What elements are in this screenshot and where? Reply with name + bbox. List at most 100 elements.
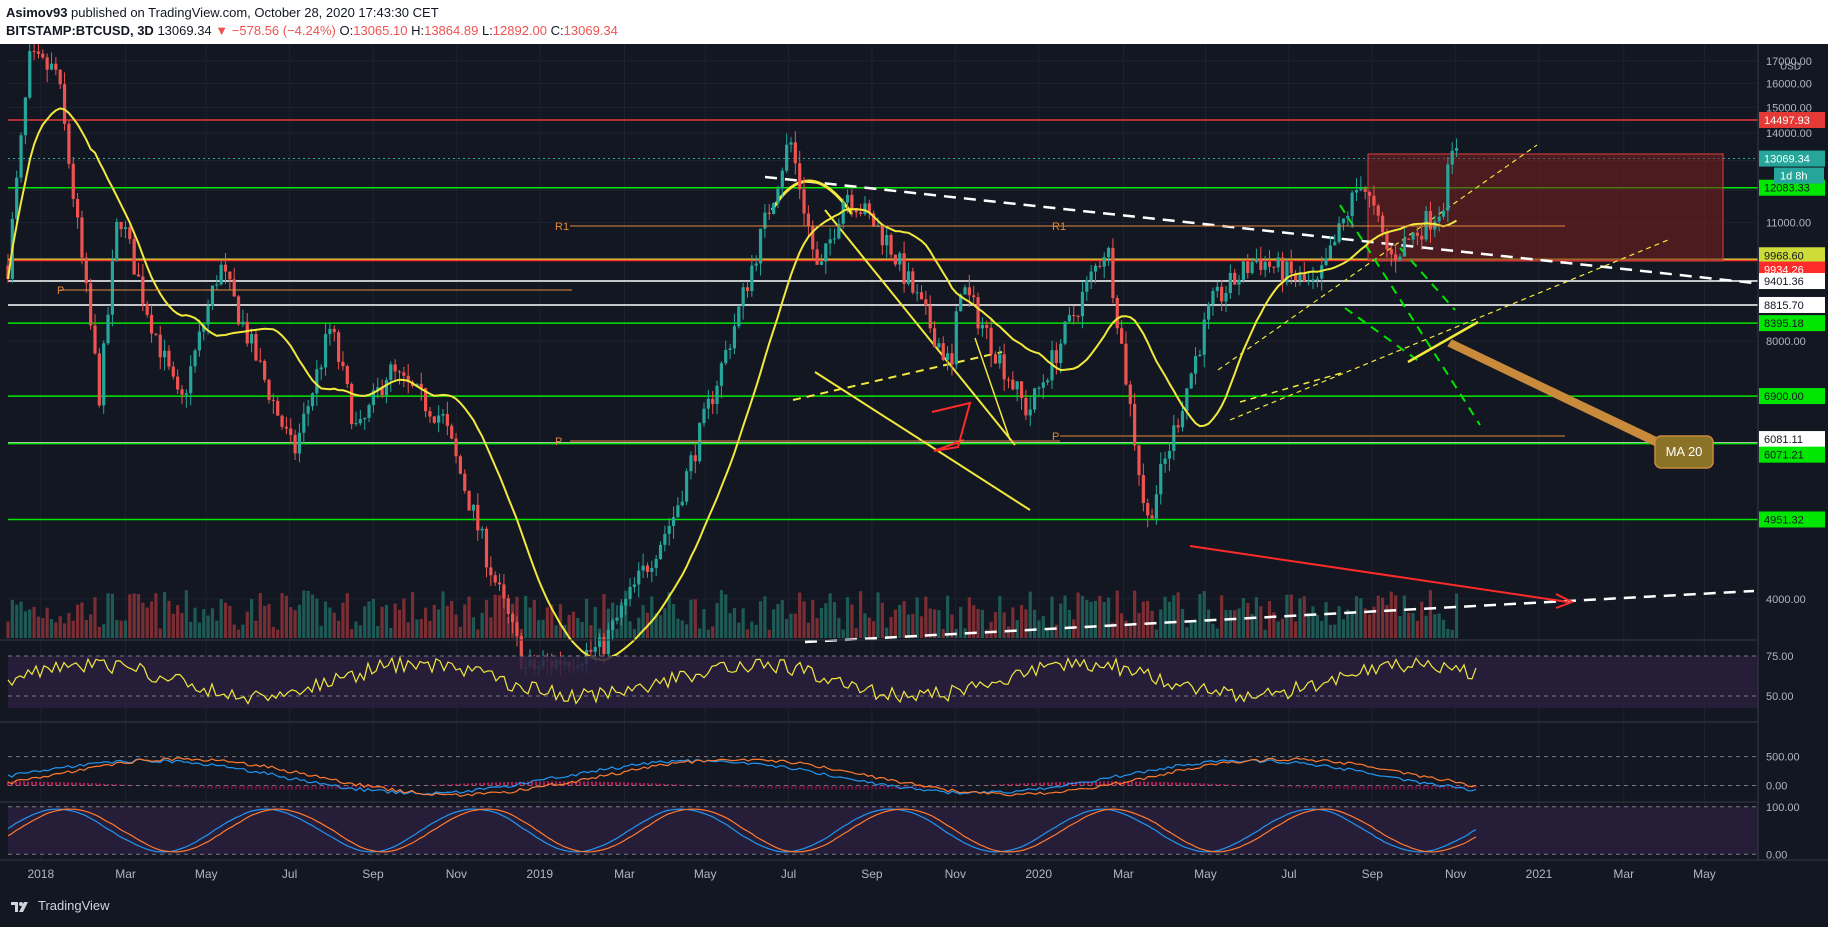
ma-callout-box[interactable] [1654, 435, 1714, 469]
wedge-upper [824, 209, 1016, 446]
candle-body [658, 544, 663, 559]
level-price-label: 8395.18 [1764, 318, 1804, 330]
candle-body [1098, 265, 1102, 267]
candle-body [637, 570, 641, 585]
candle-body [184, 393, 188, 395]
candle-body [241, 321, 245, 325]
volume-bar [1220, 595, 1224, 638]
volume-bar [872, 621, 876, 638]
candle-body [1072, 314, 1076, 316]
volume-bar [1063, 595, 1067, 638]
close-label: C: [550, 23, 564, 38]
volume-bar [136, 593, 141, 638]
volume-bar [593, 606, 597, 638]
candle-body [19, 135, 23, 178]
volume-bar [1415, 620, 1419, 638]
volume-bar [502, 591, 506, 638]
volume-bar [571, 611, 576, 638]
volume-bar [932, 609, 937, 638]
volume-bar [80, 602, 84, 638]
volume-bar [297, 604, 302, 638]
symbol-label[interactable]: BITSTAMP:BTCUSD, 3D [6, 23, 154, 38]
pivot-levels: R1 R1 P P P [57, 221, 1565, 448]
oscillator-line [7, 758, 1477, 796]
volume-bar [1189, 622, 1193, 638]
candle-body [319, 367, 323, 370]
volume-bar [271, 626, 275, 638]
channel-upper [1217, 144, 1538, 371]
high-value: 13864.89 [424, 23, 479, 38]
candle-body [458, 456, 462, 474]
candle-body [1376, 205, 1380, 216]
volume-bar [1054, 624, 1058, 638]
volume-bar [184, 590, 188, 638]
candle-body [932, 328, 937, 348]
volume-bar [602, 594, 606, 638]
volume-bar [36, 616, 41, 638]
tradingview-logo-icon [11, 901, 28, 912]
candle-body [1011, 379, 1015, 390]
candle-body [424, 388, 428, 412]
candle-body [432, 416, 436, 423]
candle-body [863, 203, 867, 214]
volume-bar [1180, 608, 1185, 638]
candle-body [193, 350, 197, 367]
candle-body [332, 328, 336, 333]
volume-bar [654, 613, 658, 638]
volume-bar [845, 597, 850, 638]
volume-bar [289, 607, 293, 638]
volume-bar [1085, 599, 1089, 638]
level-price-tag [1759, 388, 1825, 405]
author-name[interactable]: Asimov93 [6, 5, 68, 20]
volume-bar [980, 609, 984, 638]
candle-body [1446, 164, 1450, 211]
candle-body [1120, 328, 1124, 344]
candle-body [250, 334, 254, 344]
volume-bar [880, 602, 884, 638]
volume-bar [454, 614, 458, 638]
volume-bar [863, 613, 867, 638]
volume-bar [358, 625, 362, 638]
candle-body [1085, 280, 1089, 292]
volume-bar [985, 629, 989, 638]
level-price-label: 6900.00 [1764, 391, 1804, 403]
volume-bar [1367, 614, 1372, 638]
volume-bar [1098, 595, 1102, 638]
volume-bar [637, 617, 641, 638]
candle-body [1337, 223, 1341, 242]
volume-bar [1254, 597, 1259, 638]
candle-body [389, 364, 393, 381]
volume-bar [1093, 600, 1098, 638]
pane-tick-label: 75.00 [1766, 651, 1794, 663]
volume-bar [1128, 623, 1132, 638]
tradingview-logo[interactable]: TradingView [10, 898, 110, 913]
candle-body [732, 326, 737, 349]
candle-body [941, 343, 945, 360]
volume-bar [263, 605, 267, 638]
volume-bar [711, 626, 715, 638]
volume-bar [93, 597, 97, 638]
candle-body [132, 239, 136, 275]
volume-bar [54, 622, 58, 638]
candle-body [315, 369, 319, 394]
candle-body [289, 428, 293, 435]
candle-body [302, 413, 306, 433]
candle-body [310, 393, 315, 407]
candle-body [284, 426, 288, 429]
pivot-label-r1-a: R1 [555, 221, 569, 233]
candle-body [859, 212, 863, 214]
ma-callout[interactable]: MA 20 [1654, 435, 1714, 469]
green-channel-c [1399, 247, 1456, 311]
candle-body [1320, 265, 1324, 279]
candle-body [15, 177, 19, 219]
candle-body [1333, 241, 1337, 246]
candle-body [719, 363, 723, 386]
candle-body [776, 188, 780, 204]
candle-body [189, 366, 193, 394]
volume-bar [1202, 590, 1206, 638]
low-label: L: [481, 23, 493, 38]
candle-body [1037, 387, 1041, 389]
chart-canvas[interactable]: R1 R1 P P P MA 20 50.00 75.00 0.00 500.00 0.… [0, 44, 1828, 927]
candle-body [837, 223, 841, 239]
volume-bar [389, 627, 393, 638]
